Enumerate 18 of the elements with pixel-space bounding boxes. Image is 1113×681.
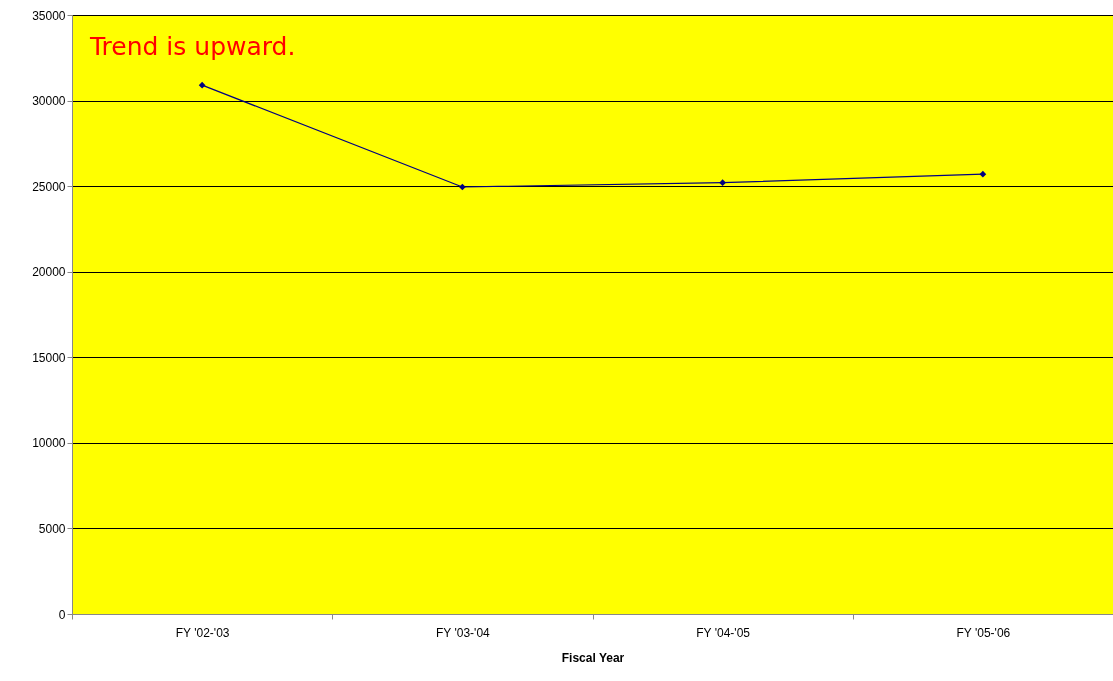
x-tick-label: FY '05-'06	[956, 625, 1011, 640]
x-tick-label: FY '03-'04	[436, 625, 491, 640]
y-tick-label: 35000	[32, 8, 66, 23]
point	[719, 179, 726, 187]
y-tick-label: 30000	[32, 94, 66, 109]
point	[198, 81, 206, 89]
x-tick-label: FY '02-'03	[175, 625, 230, 640]
y-tick-label: 25000	[32, 179, 66, 194]
x-axis-title: Fiscal Year	[561, 650, 625, 665]
annotation: Trend is upward.	[89, 32, 296, 61]
y-tick-label: 10000	[32, 436, 66, 451]
x-tick-label: FY '04-'05	[696, 625, 751, 640]
y-tick-label: 0	[58, 607, 66, 622]
point	[979, 170, 987, 178]
y-tick-label: 20000	[32, 265, 66, 280]
y-tick-label: 15000	[32, 350, 66, 365]
point	[459, 183, 466, 191]
y-tick-label: 5000	[38, 521, 66, 536]
